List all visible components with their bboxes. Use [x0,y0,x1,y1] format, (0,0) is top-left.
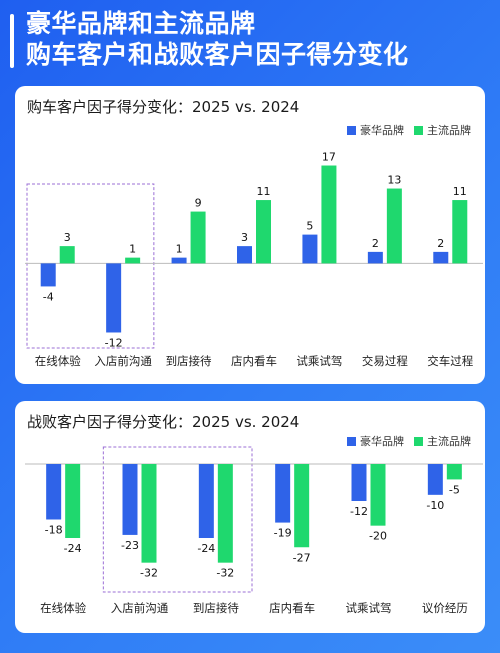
headline: 豪华品牌和主流品牌 购车客户和战败客户因子得分变化 [26,8,409,70]
bar-mainstream [217,464,233,563]
data-label-mainstream: -32 [216,567,234,580]
data-label-mainstream: -5 [449,483,460,496]
data-label-mainstream: 3 [64,231,71,244]
legend-label-luxury: 豪华品牌 [360,435,404,448]
data-label-mainstream: -27 [293,551,311,564]
legend-item-luxury: 豪华品牌 [347,122,404,138]
bar-luxury [367,251,383,264]
data-label-luxury: -10 [426,499,444,512]
bar-luxury [40,263,56,287]
data-label-luxury: 2 [372,237,379,250]
lost-bar-chart: -18-24在线体验-23-32入店前沟通-24-32到店接待-19-27店内看… [25,446,483,615]
bar-mainstream [446,464,462,480]
purchase-bar-chart: -4 3 在线体验 -12 1 入店前沟通 1 9 到店接待 3 11 店内看车 5 17 试乘试驾 2 13 交… [25,151,483,368]
bar-mainstream [59,246,75,264]
bar-mainstream [386,188,402,264]
chart-title: 战败客户因子得分变化：2025 vs. 2024 [27,413,300,431]
category-label: 试乘试驾 [296,354,342,368]
headline-line-2: 购车客户和战败客户因子得分变化 [26,40,409,69]
bar-luxury [122,464,138,535]
bar-luxury [106,263,122,333]
data-label-luxury: -19 [274,527,292,540]
chart-legend: 豪华品牌 主流品牌 [337,122,471,138]
headline-line-1: 豪华品牌和主流品牌 [26,9,256,38]
data-label-luxury: -23 [121,539,139,552]
data-label-luxury: -18 [45,524,63,537]
legend-swatch-luxury [347,125,356,135]
legend-swatch-mainstream [414,436,423,446]
legend-item-mainstream: 主流品牌 [414,433,471,449]
bar-luxury [198,464,214,538]
bar-luxury [351,464,367,501]
category-label: 交车过程 [427,354,473,368]
data-label-luxury: 5 [306,220,313,233]
legend-swatch-mainstream [414,125,423,135]
category-label: 入店前沟通 [111,601,169,615]
category-label: 议价经历 [422,601,468,615]
bar-mainstream [256,200,271,264]
category-label: 交易过程 [362,354,408,368]
data-label-luxury: 2 [437,237,444,250]
bar-luxury [427,464,443,495]
bar-luxury [302,234,318,264]
highlight-box [102,446,253,593]
bar-mainstream [370,464,386,526]
data-label-luxury: 3 [241,231,248,244]
bar-luxury [237,246,252,264]
data-label-mainstream: 13 [387,174,401,187]
bar-luxury [275,464,291,523]
category-label: 试乘试驾 [346,601,392,615]
bar-mainstream [452,200,468,264]
data-label-luxury: -4 [43,290,54,303]
category-label: 在线体验 [35,354,81,368]
category-label: 入店前沟通 [94,354,152,368]
data-label-mainstream: 11 [257,185,271,198]
category-label: 到店接待 [193,601,239,615]
bar-mainstream [141,464,157,563]
bar-mainstream [294,464,310,548]
bar-luxury [171,257,187,264]
chart-title: 购车客户因子得分变化：2025 vs. 2024 [27,98,300,116]
headline-accent-bar [10,14,14,68]
data-label-luxury: 1 [176,243,183,256]
bar-mainstream [65,464,81,538]
data-label-mainstream: 11 [453,185,467,198]
bar-luxury [433,251,449,264]
legend-swatch-luxury [347,436,356,446]
lost-chart-panel: 战败客户因子得分变化：2025 vs. 2024 豪华品牌 主流品牌 -18 -2… [15,401,485,633]
data-label-mainstream: 9 [195,197,202,210]
data-label-mainstream: -32 [140,567,158,580]
legend-item-mainstream: 主流品牌 [414,122,471,138]
data-label-luxury: -24 [197,542,215,555]
data-label-mainstream: 1 [129,243,136,256]
data-label-luxury: -12 [350,505,368,518]
category-label: 到店接待 [166,354,212,368]
legend-item-luxury: 豪华品牌 [347,433,404,449]
bar-luxury [46,464,62,520]
category-label: 店内看车 [269,601,315,615]
category-label: 店内看车 [231,354,277,368]
bar-mainstream [125,257,141,264]
bar-mainstream [190,211,206,264]
legend-label-mainstream: 主流品牌 [427,124,471,137]
data-label-mainstream: 17 [322,151,336,164]
bar-mainstream [321,165,337,264]
data-label-luxury: -12 [105,336,123,349]
purchase-chart-panel: 购车客户因子得分变化：2025 vs. 2024 豪华品牌 主流品牌 -4 3 在线… [15,86,485,384]
chart-legend: 豪华品牌 主流品牌 [337,433,471,449]
legend-label-mainstream: 主流品牌 [427,435,471,448]
data-label-mainstream: -24 [64,542,82,555]
legend-label-luxury: 豪华品牌 [360,124,404,137]
category-label: 在线体验 [40,601,86,615]
data-label-mainstream: -20 [369,530,387,543]
